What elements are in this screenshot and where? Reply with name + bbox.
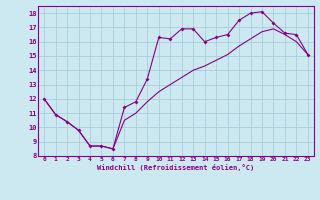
X-axis label: Windchill (Refroidissement éolien,°C): Windchill (Refroidissement éolien,°C): [97, 164, 255, 171]
